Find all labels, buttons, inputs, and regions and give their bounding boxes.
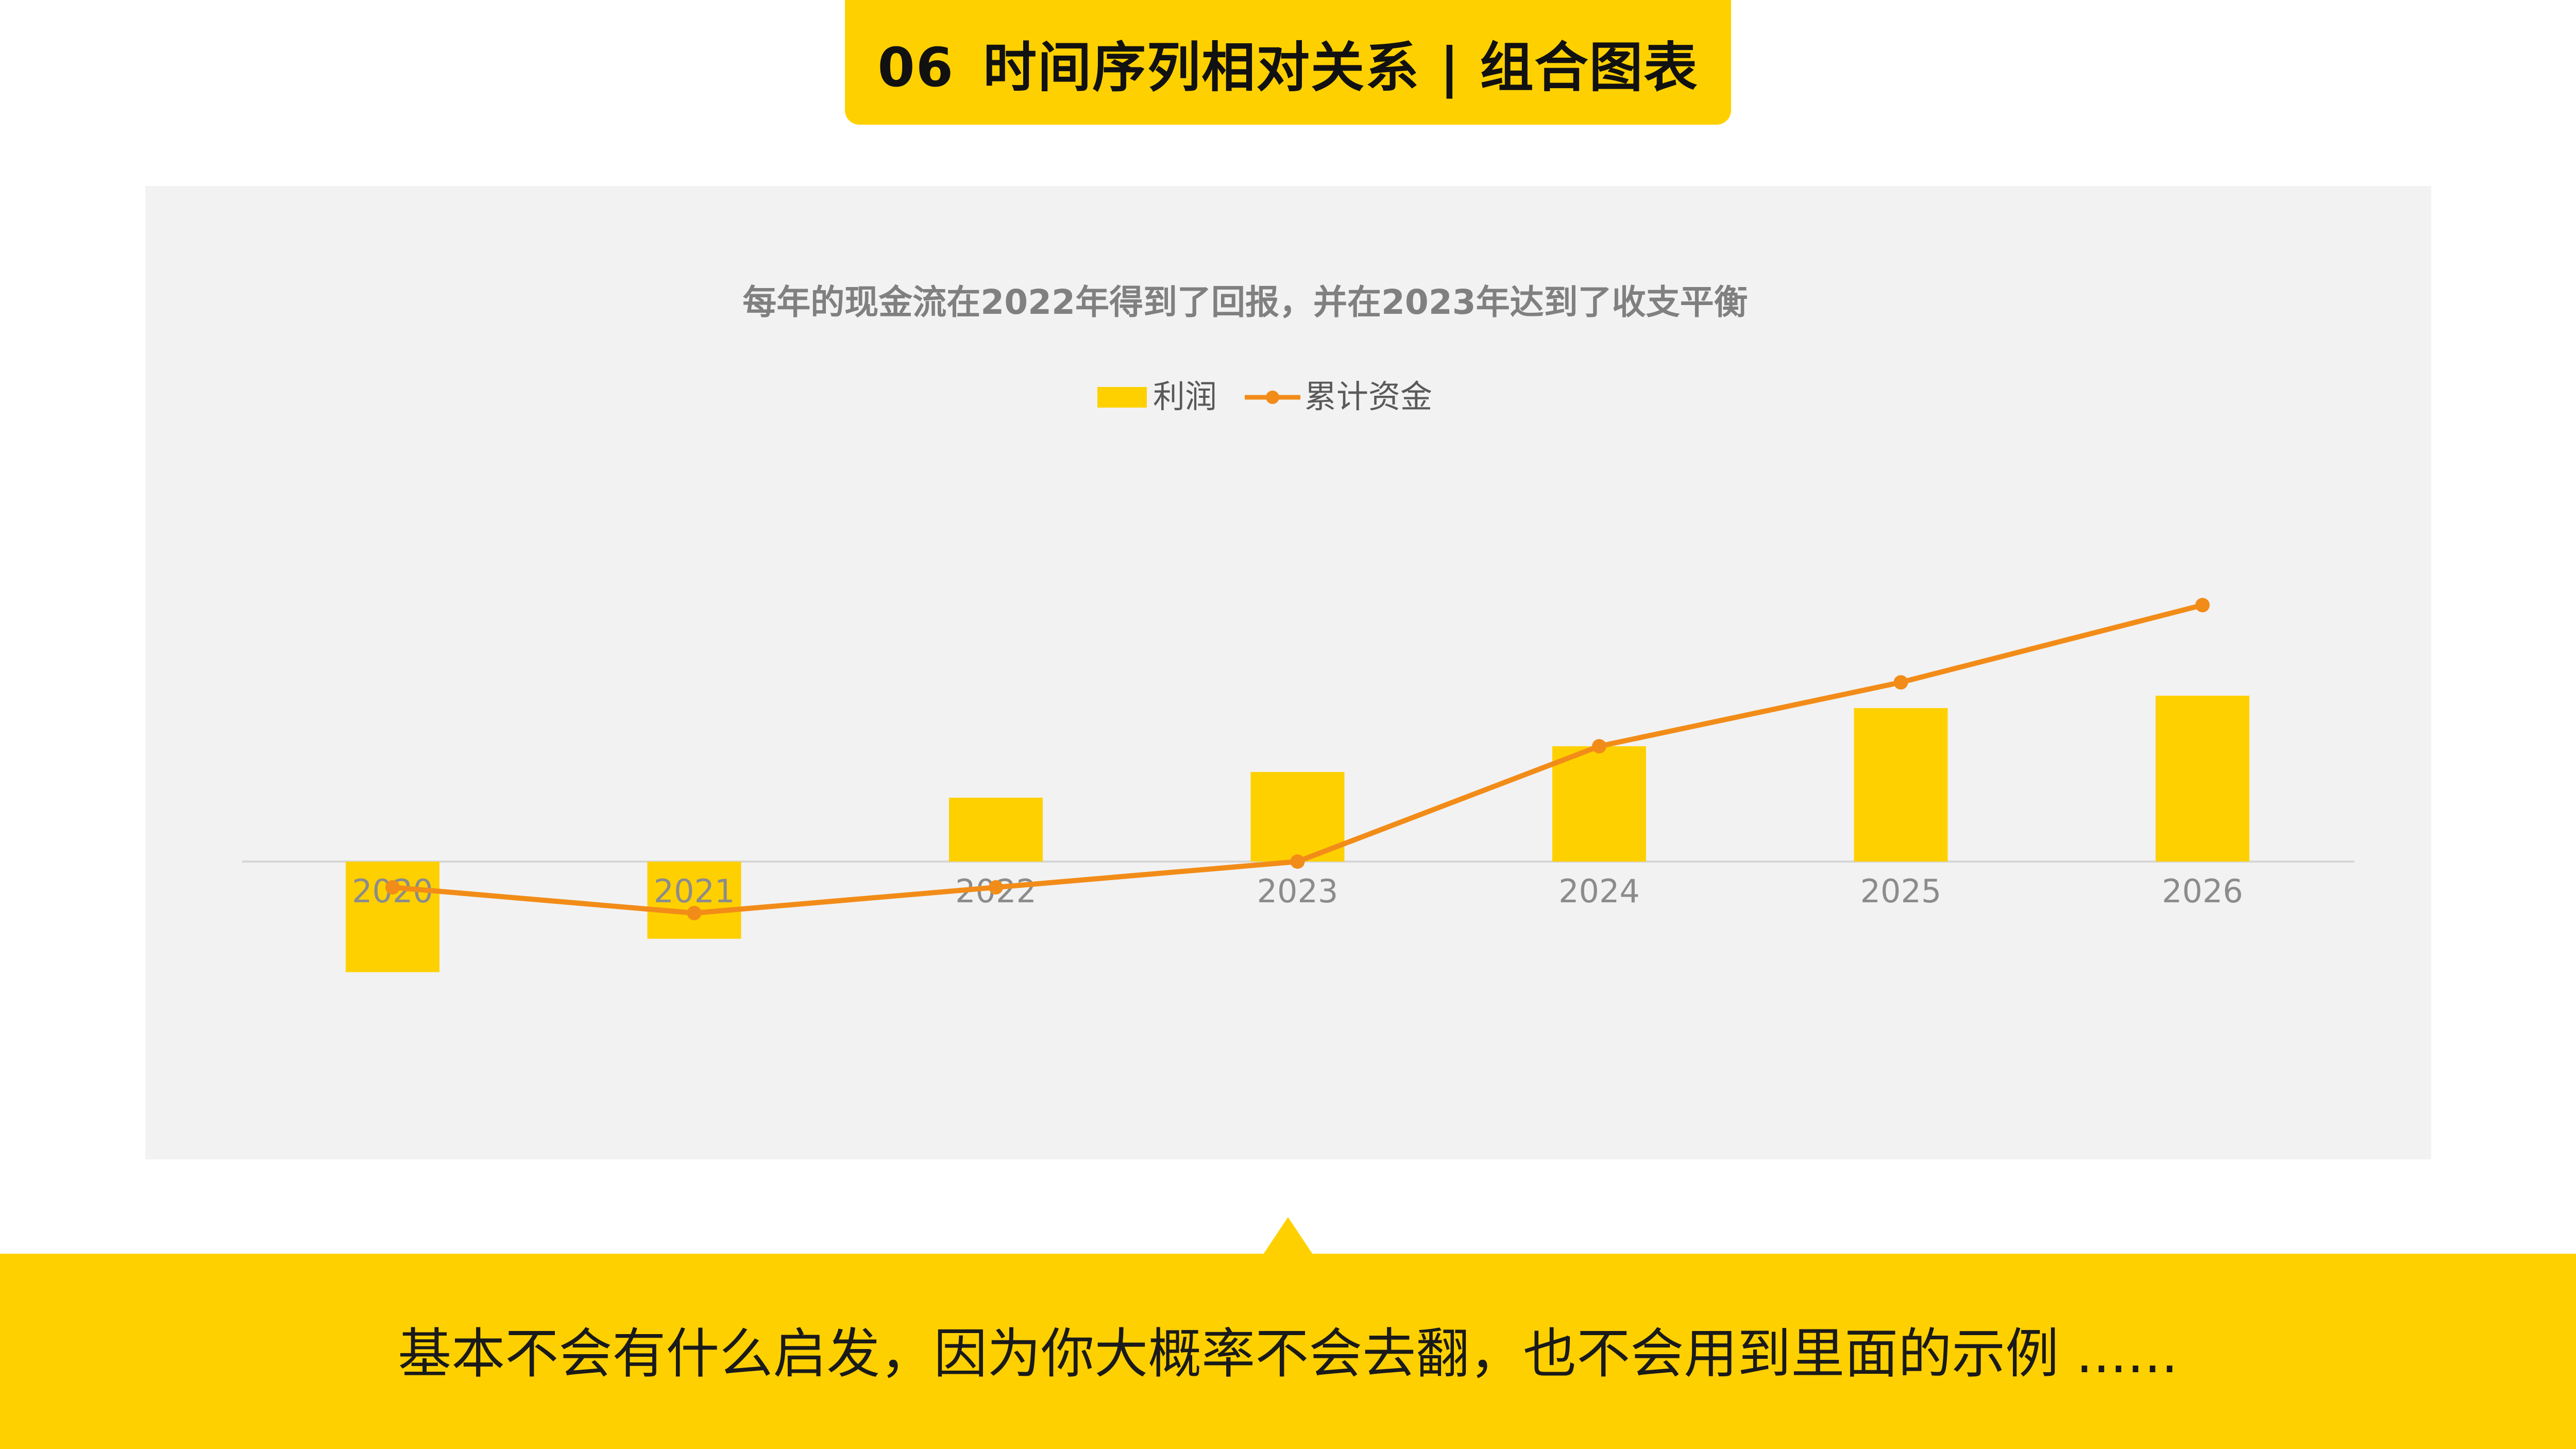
title-number: 06	[877, 36, 955, 99]
legend-label-profit: 利润	[1153, 378, 1217, 415]
legend-swatch-cumulative-marker	[1266, 391, 1279, 404]
line-point-2023	[1290, 854, 1305, 869]
line-point-2021	[687, 905, 702, 920]
bar-2020	[346, 862, 439, 972]
x-tick-label-2021: 2021	[654, 872, 735, 910]
x-tick-label-2025: 2025	[1860, 872, 1942, 910]
combo-chart: 每年的现金流在2022年得到了回报，并在2023年达到了收支平衡 利润 累计资金…	[242, 282, 2354, 972]
title-label: 时间序列相对关系 | 组合图表	[983, 36, 1699, 99]
bar-2026	[2156, 696, 2249, 862]
bar-series	[346, 696, 2249, 972]
chart-legend: 利润 累计资金	[1097, 378, 1432, 415]
line-point-2022	[989, 880, 1003, 895]
line-point-2024	[1592, 739, 1606, 754]
title-tab: 06 时间序列相对关系 | 组合图表	[845, 0, 1731, 125]
caption-band: 基本不会有什么启发，因为你大概率不会去翻，也不会用到里面的示例 ......	[0, 1254, 2576, 1449]
legend-swatch-profit	[1097, 387, 1147, 408]
bar-2021	[647, 862, 741, 939]
line-point-2020	[385, 880, 400, 895]
legend-label-cumulative: 累计资金	[1304, 378, 1432, 415]
chart-panel: 每年的现金流在2022年得到了回报，并在2023年达到了收支平衡 利润 累计资金…	[145, 186, 2431, 1159]
page-title: 06 时间序列相对关系 | 组合图表	[877, 24, 1698, 102]
x-tick-labels: 2020202120222023202420252026	[352, 872, 2243, 910]
chart-title: 每年的现金流在2022年得到了回报，并在2023年达到了收支平衡	[742, 282, 1748, 322]
line-point-2026	[2195, 598, 2210, 613]
x-tick-label-2024: 2024	[1558, 872, 1640, 910]
callout-notch	[1263, 1217, 1313, 1254]
line-series	[385, 598, 2210, 920]
bar-2023	[1250, 772, 1345, 862]
bar-2025	[1854, 708, 1948, 862]
line-point-2025	[1893, 675, 1908, 690]
x-tick-label-2026: 2026	[2162, 872, 2243, 910]
bar-2022	[949, 798, 1043, 862]
bar-2024	[1552, 746, 1646, 862]
x-tick-label-2023: 2023	[1257, 872, 1338, 910]
caption-text: 基本不会有什么启发，因为你大概率不会去翻，也不会用到里面的示例 ......	[398, 1322, 2178, 1385]
